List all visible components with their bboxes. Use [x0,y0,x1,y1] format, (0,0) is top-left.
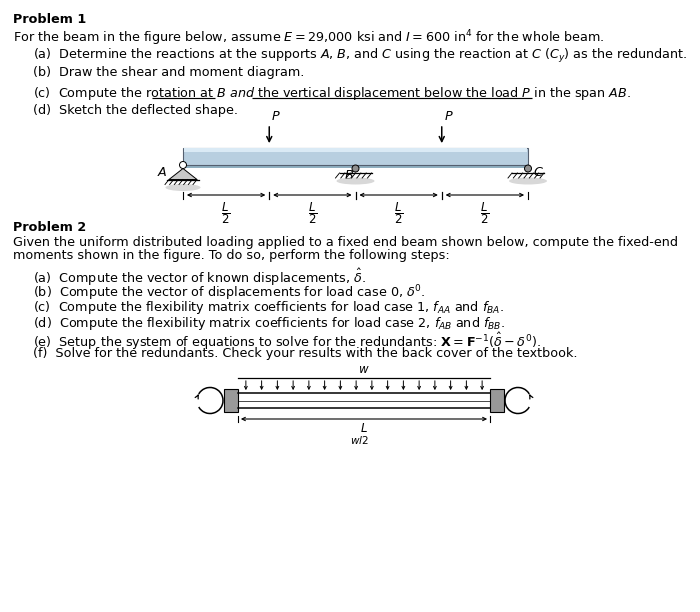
Text: $\dfrac{L}{2}$: $\dfrac{L}{2}$ [480,200,489,226]
Bar [184,148,527,152]
Ellipse shape [337,177,374,184]
Ellipse shape [165,184,200,191]
Text: (d)  Sketch the deflected shape.: (d) Sketch the deflected shape. [33,104,238,117]
Ellipse shape [509,177,547,184]
Circle shape [352,165,359,172]
Text: (a)  Compute the vector of known displacements, $\hat{\delta}$.: (a) Compute the vector of known displace… [33,267,366,288]
Text: $\dfrac{L}{2}$: $\dfrac{L}{2}$ [307,200,317,226]
Circle shape [179,162,186,168]
Text: (b)  Compute the vector of displacements for load case 0, $\delta^0$.: (b) Compute the vector of displacements … [33,283,426,302]
Polygon shape [169,168,197,179]
Text: (c)  Compute the flexibility matrix coefficients for load case 1, $f_{AA}$ and $: (c) Compute the flexibility matrix coeff… [33,299,504,316]
Text: $A$: $A$ [225,394,237,407]
Text: $\dfrac{L}{2}$: $\dfrac{L}{2}$ [221,200,231,226]
Text: (a)  Determine the reactions at the supports $A$, $B$, and $C$ using the reactio: (a) Determine the reactions at the suppo… [33,47,687,65]
Text: (c)  Compute the rotation at $B$ $\it{and}$ the vertical displacement below the : (c) Compute the rotation at $B$ $\it{and… [33,85,631,102]
Text: Given the uniform distributed loading applied to a fixed end beam shown below, c: Given the uniform distributed loading ap… [13,236,678,249]
Text: $A$: $A$ [158,166,168,179]
Bar [490,389,504,412]
Text: $\dfrac{L}{2}$: $\dfrac{L}{2}$ [394,200,403,226]
Text: $P$: $P$ [444,110,454,123]
Text: $P$: $P$ [272,110,281,123]
Text: (d)  Compute the flexibility matrix coefficients for load case 2, $f_{AB}$ and $: (d) Compute the flexibility matrix coeff… [33,315,505,332]
Text: For the beam in the figure below, assume $E = 29{,}000$ ksi and $I = 600$ in$^4$: For the beam in the figure below, assume… [13,28,605,48]
Text: (f)  Solve for the redundants. Check your results with the back cover of the tex: (f) Solve for the redundants. Check your… [33,347,577,360]
Text: $B$: $B$ [344,169,354,182]
Bar [183,150,528,168]
Text: Problem 2: Problem 2 [13,221,86,234]
Text: $B$: $B$ [492,394,502,407]
Text: moments shown in the figure. To do so, perform the following steps:: moments shown in the figure. To do so, p… [13,249,449,262]
Text: $wl2$: $wl2$ [349,434,368,446]
Bar [183,148,528,165]
Text: $w$: $w$ [358,363,370,376]
Text: $L$: $L$ [360,422,368,435]
Bar [224,389,238,412]
Circle shape [524,165,531,172]
Text: $C$: $C$ [533,166,544,179]
Text: Problem 1: Problem 1 [13,13,86,26]
Text: (b)  Draw the shear and moment diagram.: (b) Draw the shear and moment diagram. [33,66,304,79]
Text: (e)  Setup the system of equations to solve for the redundants: $\mathbf{X} = \m: (e) Setup the system of equations to sol… [33,331,541,352]
